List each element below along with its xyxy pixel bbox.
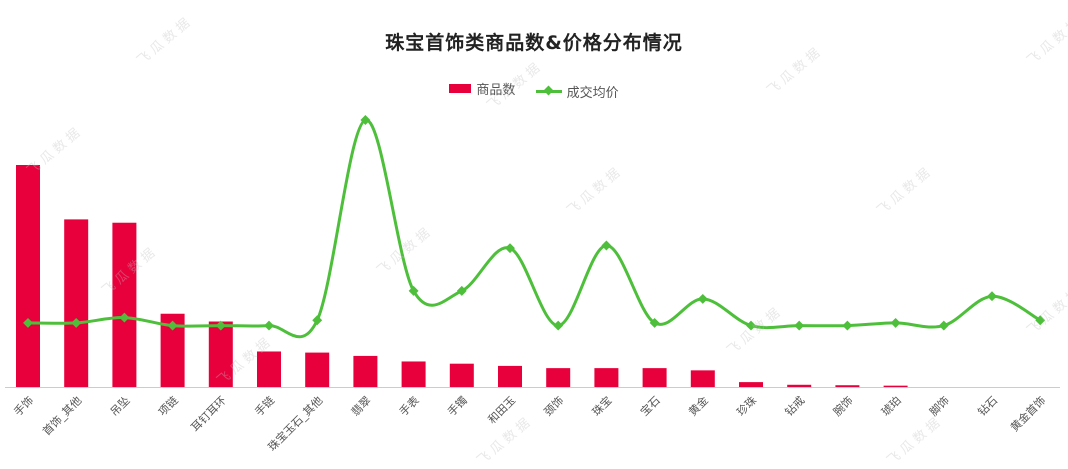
chart-legend: 商品数 成交均价	[0, 79, 1068, 101]
bar-13	[642, 368, 667, 387]
x-tick-label-17: 腕饰	[830, 393, 855, 418]
bar-17	[835, 385, 860, 387]
price-line	[27, 118, 1041, 339]
x-tick-label-3: 项链	[155, 393, 180, 418]
price-point-10	[505, 243, 515, 254]
price-point-16	[794, 320, 805, 331]
price-point-15	[746, 320, 756, 331]
x-tick-label-18: 琥珀	[878, 393, 903, 418]
bar-0	[16, 165, 40, 387]
x-tick-label-5: 手链	[252, 393, 277, 418]
legend-bar-swatch	[449, 84, 472, 93]
legend-item-line[interactable]: 成交均价	[535, 82, 619, 101]
chart-title: 珠宝首饰类商品数&价格分布情况	[385, 32, 683, 54]
bar-12	[594, 368, 619, 387]
legend-bar-label: 商品数	[476, 83, 516, 98]
price-point-18	[890, 317, 901, 328]
price-point-17	[842, 320, 853, 331]
x-tick-label-21: 黄金首饰	[1007, 393, 1048, 434]
price-point-5	[264, 320, 274, 331]
bar-8	[401, 361, 426, 387]
price-point-6	[312, 315, 323, 326]
bar-18	[883, 385, 908, 387]
price-point-21	[1035, 315, 1046, 326]
bar-1	[64, 219, 89, 387]
price-point-20	[987, 291, 997, 302]
price-point-14	[697, 293, 708, 304]
price-point-4	[215, 320, 226, 331]
price-point-11	[553, 320, 564, 331]
bar-4	[208, 321, 233, 387]
bar-16	[787, 384, 812, 387]
bar-6	[305, 352, 330, 387]
bar-2	[112, 222, 137, 387]
x-tick-label-15: 珍珠	[734, 393, 759, 418]
price-point-12	[601, 240, 612, 251]
x-tick-label-14: 黄金	[685, 393, 710, 418]
price-point-8	[408, 285, 419, 296]
price-point-19	[938, 320, 949, 331]
bar-14	[690, 370, 715, 387]
bar-9	[449, 363, 474, 387]
x-tick-label-7: 翡翠	[349, 394, 374, 419]
x-tick-label-9: 手镯	[444, 393, 469, 418]
bar-7	[353, 355, 378, 387]
x-tick-label-11: 颈饰	[541, 393, 566, 418]
bar-10	[498, 365, 522, 387]
x-tick-label-13: 宝石	[637, 393, 662, 418]
x-tick-label-16: 钻戒	[782, 393, 807, 418]
price-point-13	[649, 317, 660, 328]
price-point-3	[167, 320, 178, 331]
legend-line-label: 成交均价	[566, 86, 619, 101]
bar-15	[739, 382, 763, 387]
bar-5	[257, 351, 281, 387]
x-tick-label-0: 手饰	[11, 393, 36, 418]
legend-item-bar[interactable]: 商品数	[449, 79, 515, 98]
x-tick-label-2: 吊坠	[108, 394, 133, 419]
legend-line-swatch	[535, 90, 562, 93]
x-tick-label-4: 耳钉耳环	[189, 394, 229, 434]
bar-11	[546, 368, 571, 387]
price-point-9	[456, 285, 467, 296]
x-tick-label-20: 钻石	[975, 393, 1000, 418]
x-tick-label-8: 手表	[396, 393, 421, 418]
x-tick-label-12: 珠宝	[589, 393, 614, 418]
x-tick-label-1: 首饰_其他	[39, 393, 84, 438]
